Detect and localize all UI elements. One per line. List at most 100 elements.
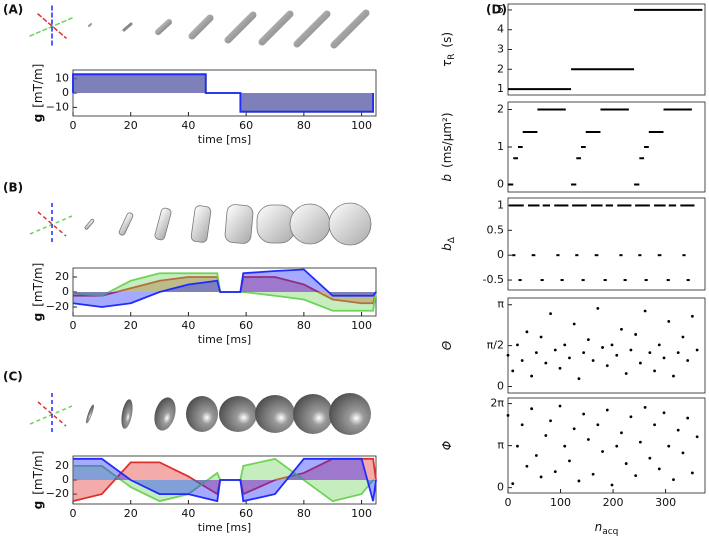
y-tick-label: -0.5	[483, 273, 504, 286]
gradient-line	[72, 73, 375, 113]
x-tick-label: 20	[124, 507, 138, 520]
x-tick-label: 0	[505, 496, 512, 509]
y-tick-label: 0	[497, 379, 504, 392]
point	[591, 359, 595, 362]
point	[525, 330, 529, 334]
axis-label: bΔ	[440, 236, 457, 251]
x-tick-label: 100	[351, 319, 372, 332]
x-tick-label: 100	[550, 496, 571, 509]
point	[520, 359, 524, 362]
point	[572, 427, 576, 431]
point	[686, 416, 690, 420]
point	[681, 335, 685, 339]
point	[662, 411, 666, 415]
y-tick-label: π	[497, 439, 504, 452]
x-tick-label: 60	[239, 507, 253, 520]
x-tick-label: 300	[655, 496, 676, 509]
axis-label: Θ	[440, 340, 454, 350]
point	[586, 338, 590, 342]
point	[534, 351, 538, 355]
point	[553, 470, 557, 473]
point	[667, 320, 671, 323]
point	[577, 377, 581, 381]
y-tick-label: 0	[62, 285, 69, 298]
y-tick-label: 0	[62, 473, 69, 486]
x-axis-label: time [ms]	[198, 333, 251, 346]
x-tick-label: 100	[351, 119, 372, 132]
point	[690, 314, 694, 318]
point	[549, 312, 552, 316]
x-tick-label: 80	[297, 119, 311, 132]
x-tick-label: 60	[239, 319, 253, 332]
point	[676, 428, 680, 432]
point	[544, 434, 548, 437]
point	[615, 444, 619, 448]
axis-unit: [mT/m]	[31, 451, 45, 495]
x-tick-label: 40	[181, 119, 195, 132]
gradient-line	[72, 268, 377, 308]
panel-label: (C)	[3, 370, 23, 384]
point	[506, 353, 510, 357]
x-tick-label: 0	[70, 319, 77, 332]
y-tick-label: 3	[497, 43, 504, 56]
plot-frame	[507, 197, 706, 291]
point	[657, 467, 661, 471]
point	[586, 438, 590, 441]
point	[563, 444, 567, 448]
point	[582, 412, 586, 416]
area-fill	[73, 273, 376, 311]
plot-frame	[507, 397, 706, 494]
point	[601, 450, 604, 453]
point	[558, 366, 562, 370]
axis-label: Φ	[440, 441, 454, 450]
axis-unit: (s)	[440, 32, 454, 48]
axis-symbol: Φ	[440, 441, 454, 450]
axis-label: b (ms/μm²)	[440, 112, 454, 181]
x-tick-label: 80	[297, 319, 311, 332]
axis-symbol: b	[440, 174, 454, 182]
point	[520, 423, 524, 427]
axis-symbol: g	[31, 114, 45, 123]
y-tick-label: 20	[55, 459, 69, 472]
axis-label: g [mT/m]	[31, 451, 45, 510]
axis-unit: [mT/m]	[31, 64, 45, 108]
x-axis-label: time [ms]	[198, 521, 251, 534]
point	[643, 405, 647, 409]
axis-unit: (ms/μm²)	[440, 112, 454, 167]
point	[511, 369, 515, 373]
glyph-row-b	[29, 202, 372, 246]
panel-label: (A)	[3, 3, 23, 17]
y-tick-label: 5	[497, 3, 504, 16]
point	[648, 351, 652, 355]
x-tick-label: 100	[351, 507, 372, 520]
point	[558, 404, 562, 408]
point	[676, 351, 680, 355]
axis-label: nacq	[595, 520, 619, 537]
point	[568, 356, 571, 360]
gradient-line	[73, 457, 377, 503]
point	[596, 423, 600, 427]
glyph-row-c	[29, 393, 371, 435]
point	[539, 475, 543, 479]
y-tick-label: 0	[497, 481, 504, 494]
plot-frame	[507, 297, 706, 394]
y-tick-label: 0	[497, 178, 504, 191]
x-tick-label: 0	[70, 507, 77, 520]
plot-frame	[507, 3, 706, 96]
point	[643, 309, 647, 313]
x-axis-label: time [ms]	[198, 133, 251, 146]
y-tick-label: π	[497, 298, 504, 311]
point	[667, 444, 671, 448]
axis-symbol: g	[31, 501, 45, 510]
y-tick-label: 1	[497, 82, 504, 95]
x-tick-label: 200	[603, 496, 624, 509]
point	[530, 374, 534, 378]
y-tick-label: 20	[55, 270, 69, 283]
axis-symbol: τ	[440, 59, 454, 67]
y-tick-label: −10	[46, 100, 69, 113]
point	[530, 407, 534, 411]
point	[638, 361, 642, 365]
point	[672, 374, 675, 378]
y-tick-label: 10	[55, 72, 69, 85]
